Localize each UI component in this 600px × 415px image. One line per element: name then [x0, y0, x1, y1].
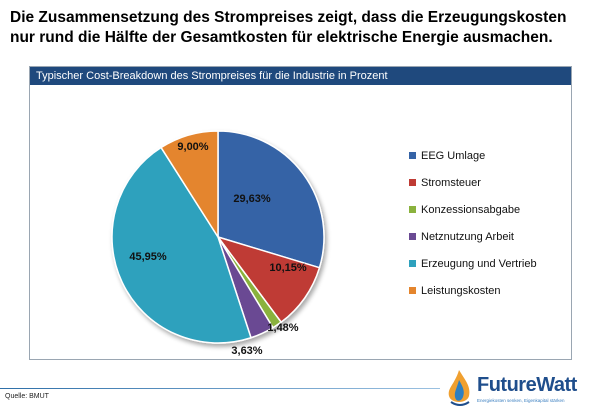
- legend-swatch-2: [409, 179, 416, 186]
- pie-slices: [111, 130, 325, 344]
- headline: Die Zusammensetzung des Strompreises zei…: [10, 9, 567, 46]
- data-label-5: 45,95%: [129, 251, 167, 263]
- logo-wordmark: FutureWatt: [477, 374, 577, 396]
- footer-divider: [0, 388, 440, 389]
- pie-chart: 29,63% 10,15% 1,48% 3,63% 45,95% 9,00% EEG Uml…: [111, 130, 537, 357]
- data-label-6: 9,00%: [177, 141, 208, 153]
- legend-label-6: Leistungskosten: [421, 285, 501, 297]
- futurewatt-logo: FutureWatt Energiekosten senken, Eigenka…: [443, 368, 598, 412]
- source-note: Quelle: BMUT: [5, 393, 49, 400]
- legend-swatch-3: [409, 206, 416, 213]
- legend-swatch-4: [409, 233, 416, 240]
- legend-label-2: Stromsteuer: [421, 177, 481, 189]
- chart-panel: Typischer Cost-Breakdown des Strompreise…: [29, 66, 572, 360]
- chart-title: Typischer Cost-Breakdown des Strompreise…: [30, 67, 571, 85]
- legend-label-3: Konzessionsabgabe: [421, 204, 520, 216]
- data-label-2: 10,15%: [269, 262, 307, 274]
- pie-slice-6: [160, 130, 219, 240]
- logo-tagline: Energiekosten senken, Eigenkapital stärk…: [477, 398, 565, 403]
- flame-icon: [448, 370, 470, 406]
- data-label-3: 1,48%: [267, 322, 298, 334]
- legend-swatch-5: [409, 260, 416, 267]
- pie-slice-1: [217, 130, 325, 269]
- legend-label-5: Erzeugung und Vertrieb: [421, 258, 537, 270]
- legend-swatch-1: [409, 152, 416, 159]
- data-label-1: 29,63%: [233, 193, 271, 205]
- pie-slice-5: [111, 146, 252, 344]
- legend-swatch-6: [409, 287, 416, 294]
- legend-label-4: Netznutzung Arbeit: [421, 231, 514, 243]
- data-label-4: 3,63%: [231, 345, 262, 357]
- legend-label-1: EEG Umlage: [421, 150, 485, 162]
